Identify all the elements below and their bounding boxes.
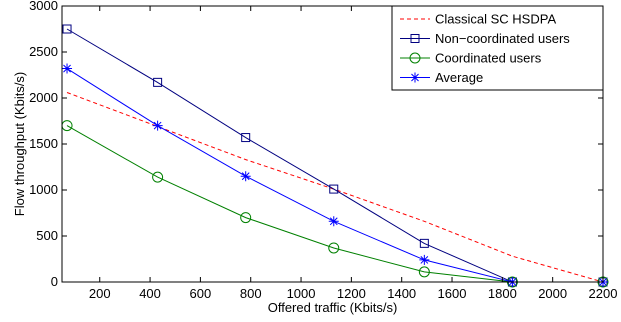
legend-label-coordinated-users: Coordinated users <box>435 51 542 66</box>
y-tick-label: 1500 <box>29 136 58 151</box>
x-tick-label: 1400 <box>387 286 416 301</box>
legend-marker-non-coordinated-users <box>410 34 420 43</box>
legend-marker-coordinated-users <box>409 52 421 64</box>
y-tick-label: 500 <box>36 228 58 243</box>
series-line-classical-sc-hsdpa <box>66 92 604 283</box>
data-point-average <box>328 216 339 227</box>
legend-label-non-coordinated-users: Non−coordinated users <box>435 31 570 46</box>
data-point-average <box>240 171 251 182</box>
y-tick-label: 2000 <box>29 90 58 105</box>
y-tick-label: 2500 <box>29 44 58 59</box>
y-tick-label: 1000 <box>29 182 58 197</box>
data-point-coordinated-users <box>152 171 164 183</box>
data-point-average <box>419 254 430 265</box>
x-tick-label: 1800 <box>488 286 517 301</box>
axis-ticks: 200 400 600 800 1000 1200 1400 1600 1800 2000 2200… <box>29 0 617 301</box>
x-tick-label: 400 <box>139 286 161 301</box>
series-line-coordinated-users <box>66 125 603 283</box>
data-point-non-coordinated-users <box>153 77 163 87</box>
x-tick-label: 2000 <box>538 286 567 301</box>
legend-label-average: Average <box>435 70 483 85</box>
y-tick-label: 3000 <box>29 0 58 13</box>
data-point-non-coordinated-users <box>329 184 339 194</box>
data-point-coordinated-users <box>328 242 340 254</box>
x-tick-label: 1600 <box>438 286 467 301</box>
data-point-non-coordinated-users <box>241 133 251 143</box>
legend-box <box>391 5 604 91</box>
data-point-non-coordinated-users <box>419 238 429 248</box>
x-tick-label: 1200 <box>337 286 366 301</box>
legend-label-classical-sc-hsdpa: Classical SC HSDPA <box>435 12 556 27</box>
x-axis-title: Offered traffic (Kbits/s) <box>268 300 398 315</box>
x-tick-label: 800 <box>240 286 262 301</box>
x-tick-label: 200 <box>89 286 111 301</box>
data-point-average <box>62 63 73 74</box>
series-line-average <box>66 68 603 283</box>
y-tick-label: 0 <box>51 274 58 289</box>
x-tick-label: 2200 <box>589 286 618 301</box>
x-tick-label: 600 <box>190 286 212 301</box>
legend: Classical SC HSDPA Non−coordinated users C… <box>391 5 604 91</box>
data-point-coordinated-users <box>240 212 252 224</box>
data-point-average <box>152 120 163 131</box>
y-axis-title: Flow throughput (Kbits/s) <box>12 72 27 217</box>
legend-marker-average <box>410 72 420 83</box>
data-point-coordinated-users <box>418 266 430 278</box>
x-tick-label: 1000 <box>287 286 316 301</box>
data-point-non-coordinated-users <box>62 24 72 34</box>
